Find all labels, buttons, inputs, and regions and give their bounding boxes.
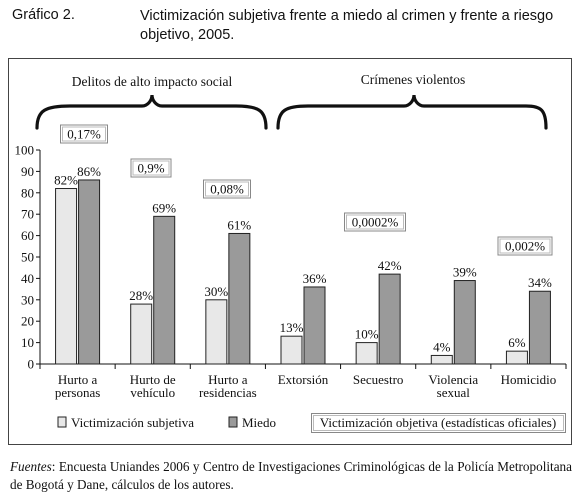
objective-boxes: 0,17% 0,9% 0,08% 0,0002% 0,002% — [60, 124, 553, 256]
x-tick-label: personas — [55, 385, 101, 400]
legend-swatch-miedo — [228, 416, 238, 428]
data-label: 13% — [280, 320, 304, 335]
objective-box — [344, 212, 406, 232]
y-tick-label: 0 — [28, 357, 35, 372]
source-note: Fuentes: Encuesta Uniandes 2006 y Centro… — [10, 458, 572, 494]
objective-box — [130, 158, 172, 178]
group-label-left: Delitos de alto impacto social — [72, 74, 233, 89]
y-tick-label: 80 — [21, 185, 34, 200]
legend: Victimización subjetiva Miedo Victimizac… — [57, 413, 566, 433]
bar-miedo — [378, 273, 401, 365]
x-tick-label: Violencia — [428, 372, 478, 387]
x-tick-label: Secuestro — [353, 372, 404, 387]
data-label: 36% — [303, 271, 327, 286]
chart-frame — [8, 58, 572, 445]
figure-label: Gráfico 2. — [12, 7, 75, 23]
bar-subjetiva — [280, 335, 303, 365]
x-tick-label: Homicidio — [501, 372, 557, 387]
objective-label: 0,0002% — [352, 215, 399, 230]
bar-subjetiva — [55, 188, 78, 365]
objective-box-inner — [205, 181, 249, 197]
legend-objective-box-inner — [313, 415, 564, 431]
bar-miedo — [528, 290, 551, 365]
objective-box — [203, 179, 251, 199]
group-brace-left — [35, 94, 268, 130]
x-tick-label: residencias — [199, 385, 257, 400]
data-label: 28% — [129, 288, 153, 303]
x-tick-label: Hurto a — [58, 372, 98, 387]
y-tick-label: 20 — [21, 314, 34, 329]
objective-box-inner — [346, 214, 404, 230]
y-tick-label: 60 — [21, 228, 34, 243]
y-tick-label: 10 — [21, 335, 34, 350]
bar-subjetiva — [130, 303, 153, 365]
group-brace-right — [276, 94, 548, 130]
x-tick-label: sexual — [437, 385, 471, 400]
y-tick-label: 70 — [21, 207, 34, 222]
x-tick-label: Hurto de — [130, 372, 176, 387]
objective-box-inner — [62, 126, 106, 142]
y-tick-label: 40 — [21, 271, 34, 286]
objective-box-inner — [499, 238, 551, 254]
figure-title: Victimización subjetiva frente a miedo a… — [140, 8, 554, 43]
bar-subjetiva — [430, 354, 453, 365]
objective-label: 0,17% — [67, 127, 101, 142]
y-tick-label: 90 — [21, 164, 34, 179]
objective-box — [60, 124, 108, 144]
bar-subjetiva — [205, 299, 228, 365]
data-label: 61% — [227, 217, 251, 232]
objective-label: 0,9% — [137, 161, 164, 176]
data-label: 34% — [528, 275, 552, 290]
bar-miedo — [78, 179, 101, 365]
data-label: 42% — [378, 258, 402, 273]
objective-label: 0,08% — [210, 182, 244, 197]
bar-miedo — [303, 286, 326, 365]
data-label: 30% — [204, 284, 228, 299]
data-label: 39% — [453, 265, 477, 280]
bars: 82% 28% 30% 13% 10% 4% 6% 86% 69% 61% 36% 42% 39% 34% — [54, 164, 552, 365]
legend-label-objective: Victimización objetiva (estadísticas ofi… — [320, 415, 556, 430]
source-label: Fuentes — [10, 459, 52, 474]
x-tick-label: vehículo — [130, 385, 175, 400]
legend-swatch-subjetiva — [57, 416, 67, 428]
y-tick-label: 50 — [21, 250, 34, 265]
data-label: 10% — [355, 327, 379, 342]
data-label: 82% — [54, 173, 78, 188]
y-tick-label: 30 — [21, 292, 34, 307]
objective-box-inner — [132, 160, 170, 176]
bar-miedo — [153, 215, 176, 365]
x-tick-label: Hurto a — [208, 372, 248, 387]
y-tick-label: 100 — [15, 143, 35, 158]
objective-label: 0,002% — [505, 239, 545, 254]
legend-label-miedo: Miedo — [242, 415, 276, 430]
x-tick-label: Extorsión — [278, 372, 329, 387]
bar-subjetiva — [355, 342, 378, 365]
data-label: 6% — [508, 335, 526, 350]
data-label: 69% — [152, 200, 176, 215]
legend-objective-box — [311, 413, 566, 433]
figure-header: Gráfico 2. Victimización subjetiva frent… — [8, 4, 574, 48]
bar-miedo — [453, 280, 476, 365]
group-label-right: Crímenes violentos — [361, 72, 466, 87]
data-label: 4% — [433, 339, 451, 354]
objective-box — [497, 236, 553, 256]
bar-miedo — [228, 232, 251, 365]
source-text: : Encuesta Uniandes 2006 y Centro de Inv… — [10, 459, 572, 492]
legend-label-subjetiva: Victimización subjetiva — [71, 415, 194, 430]
data-label: 86% — [77, 164, 101, 179]
bar-subjetiva — [505, 350, 528, 365]
